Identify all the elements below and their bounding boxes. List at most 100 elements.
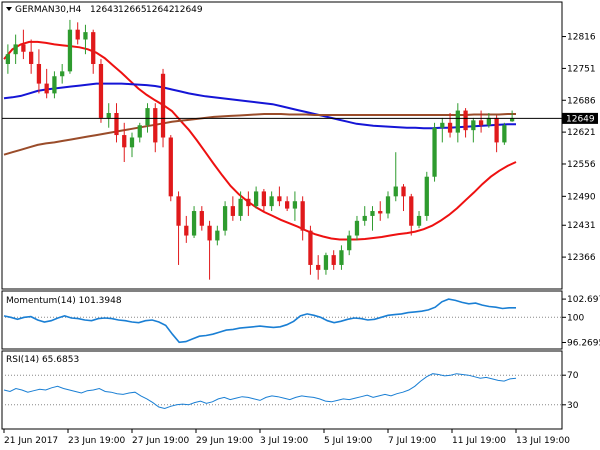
ohlc-high: 12665 (118, 5, 147, 15)
rsi-line (3, 373, 517, 410)
momentum-panel: Momentum(14) 101.3948 102.6972 100 96.2695 (1, 290, 600, 350)
price-panel-frame (1, 1, 563, 290)
candle-body (5, 54, 11, 64)
rsi-y-axis: 70 30 (562, 371, 579, 411)
candle-body (393, 186, 398, 197)
candle-body (160, 73, 166, 138)
moving-averages (3, 40, 517, 241)
price-y-axis: 12816 12751 12686 12621 12556 12490 12431 12366 (562, 33, 596, 263)
price-tick-label: 12431 (567, 221, 596, 231)
candle-body (471, 120, 476, 131)
price-panel: GERMAN30,H4 12643 12665 12642 12649 1281… (1, 1, 598, 290)
candle-body (122, 135, 127, 148)
momentum-tick-label: 100 (567, 313, 584, 323)
candle-body (409, 196, 414, 226)
price-tick-label: 12816 (567, 33, 596, 43)
time-tick-label: 23 Jun 19:00 (68, 436, 125, 446)
candle-body (354, 220, 360, 236)
candle-body (447, 122, 453, 133)
candle-body (215, 230, 220, 241)
candle-body (176, 196, 181, 226)
price-tick-label: 12686 (567, 96, 596, 106)
candle-body (13, 44, 18, 55)
candle-body (44, 83, 49, 94)
candle-body (362, 215, 367, 221)
momentum-tick-label: 102.6972 (567, 295, 600, 305)
rsi-tick-label: 70 (567, 371, 579, 381)
candle-body (191, 211, 197, 236)
candle-body (285, 201, 290, 209)
candle-body (199, 211, 204, 226)
candle-body (292, 201, 298, 209)
candle-body (52, 76, 57, 94)
candle-body (269, 196, 274, 207)
rsi-tick-label: 30 (567, 401, 579, 411)
candle-body (509, 118, 515, 122)
candle-body (21, 44, 26, 52)
time-tick-label: 3 Jul 19:00 (260, 436, 309, 446)
candle-body (91, 32, 96, 64)
time-tick-label: 7 Jul 19:00 (388, 436, 437, 446)
candle-body (300, 201, 305, 231)
time-tick-label: 29 Jun 19:00 (196, 436, 253, 446)
time-axis: 21 Jun 2017 23 Jun 19:00 27 Jun 19:00 29 Ju… (3, 429, 570, 446)
candle-body (339, 250, 344, 265)
candle-body (316, 264, 321, 270)
momentum-title: Momentum(14) 101.3948 (6, 296, 122, 306)
candle-body (246, 198, 251, 207)
price-tick-label: 12621 (567, 128, 596, 138)
sma-blue-line (3, 82, 516, 130)
price-tick-label: 12556 (567, 160, 596, 170)
candle-body (463, 110, 468, 131)
candle-body (277, 196, 282, 202)
candle-body (36, 63, 42, 84)
candle-body (129, 137, 135, 148)
candle-body (432, 127, 437, 177)
candle-body (440, 122, 445, 128)
candle-body (238, 198, 243, 216)
candle-body (222, 206, 228, 231)
candle-body (347, 235, 352, 251)
candle-body (106, 113, 111, 118)
ohlc-low: 12642 (146, 5, 175, 15)
rsi-title: RSI(14) 65.6853 (6, 355, 79, 365)
rsi-panel-frame (1, 350, 563, 430)
candle-body (114, 113, 119, 136)
candle-body (416, 215, 422, 226)
collapse-triangle-icon[interactable] (6, 7, 12, 11)
candle-body (29, 51, 34, 64)
candles (5, 19, 515, 280)
time-tick-label: 27 Jun 19:00 (132, 436, 189, 446)
candle-body (424, 176, 429, 216)
candle-body (494, 117, 499, 143)
candle-body (478, 120, 484, 126)
ohlc-open: 12643 (90, 5, 119, 15)
candle-body (145, 108, 150, 126)
rsi-levels (2, 374, 562, 406)
current-price-tag-label: 12649 (566, 114, 595, 124)
momentum-tick-label: 96.2695 (567, 338, 600, 348)
price-tick-label: 12366 (567, 253, 596, 263)
candle-body (230, 206, 235, 216)
price-tick-label: 12751 (567, 64, 596, 74)
candle-body (331, 255, 336, 265)
current-price-tag-bg (562, 112, 598, 124)
candle-body (207, 225, 212, 241)
momentum-line (3, 298, 516, 344)
candle-body (75, 29, 80, 40)
candle-body (60, 71, 65, 77)
candle-body (370, 211, 375, 216)
candle-body (385, 196, 391, 214)
candle-body (486, 117, 491, 126)
current-price-tag: 12649 (562, 112, 598, 124)
candle-body (502, 125, 507, 143)
momentum-y-axis: 102.6972 100 96.2695 (562, 295, 600, 348)
sma-brown-line (3, 113, 516, 156)
ohlc-close: 12649 (174, 5, 203, 15)
candle-body (378, 211, 383, 214)
candle-body (184, 225, 189, 236)
candle-body (308, 230, 313, 265)
time-tick-label: 13 Jul 19:00 (516, 436, 570, 446)
time-tick-label: 11 Jul 19:00 (452, 436, 506, 446)
